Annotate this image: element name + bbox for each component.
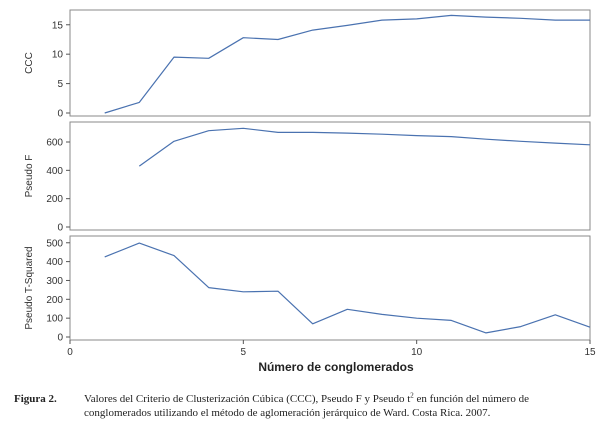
series-line-pseudo-t2 [104, 242, 591, 334]
y-tick-label-pseudo-f: 200 [46, 194, 63, 205]
y-tick-label-ccc: 15 [52, 20, 64, 31]
x-tick-label: 5 [241, 347, 247, 358]
figure-caption: Figura 2. Valores del Criterio de Cluste… [14, 392, 594, 420]
y-tick-label-pseudo-t2: 200 [46, 295, 63, 306]
y-tick-label-ccc: 10 [52, 50, 64, 61]
x-tick-label: 10 [411, 347, 423, 358]
y-tick-label-ccc: 5 [57, 79, 63, 90]
panel-frame-pseudo-t2 [69, 235, 591, 341]
series-line-pseudo-f [138, 127, 591, 167]
x-axis-title: Número de conglomerados [258, 360, 414, 374]
figure-caption-text-part2: en función del número de conglomerados u… [84, 393, 529, 419]
panel-frame-ccc [69, 9, 591, 117]
y-tick-label-pseudo-f: 0 [57, 223, 63, 234]
y-tick-label-pseudo-t2: 400 [46, 257, 63, 268]
x-tick-label: 15 [584, 347, 596, 358]
y-tick-label-pseudo-t2: 0 [57, 333, 63, 344]
y-axis-title-ccc: CCC [24, 52, 35, 74]
y-tick-label-pseudo-t2: 500 [46, 238, 63, 249]
y-axis-title-pseudo-f: Pseudo F [24, 155, 35, 198]
y-tick-label-pseudo-f: 600 [46, 138, 63, 149]
y-tick-label-pseudo-t2: 300 [46, 276, 63, 287]
y-tick-label-pseudo-t2: 100 [46, 314, 63, 325]
series-line-ccc [104, 14, 590, 114]
x-tick-label: 0 [67, 347, 73, 358]
y-tick-label-ccc: 0 [57, 109, 63, 120]
figure-caption-label: Figura 2. [14, 393, 57, 405]
figure-caption-text: Valores del Criterio de Clusterización C… [84, 392, 594, 420]
figure-caption-superscript: 2 [410, 391, 414, 400]
figure-caption-text-part1: Valores del Criterio de Clusterización C… [84, 393, 411, 405]
y-tick-label-pseudo-f: 400 [46, 166, 63, 177]
panel-frame-pseudo-f [69, 121, 591, 231]
y-axis-title-pseudo-t2: Pseudo T-Squared [24, 246, 35, 329]
